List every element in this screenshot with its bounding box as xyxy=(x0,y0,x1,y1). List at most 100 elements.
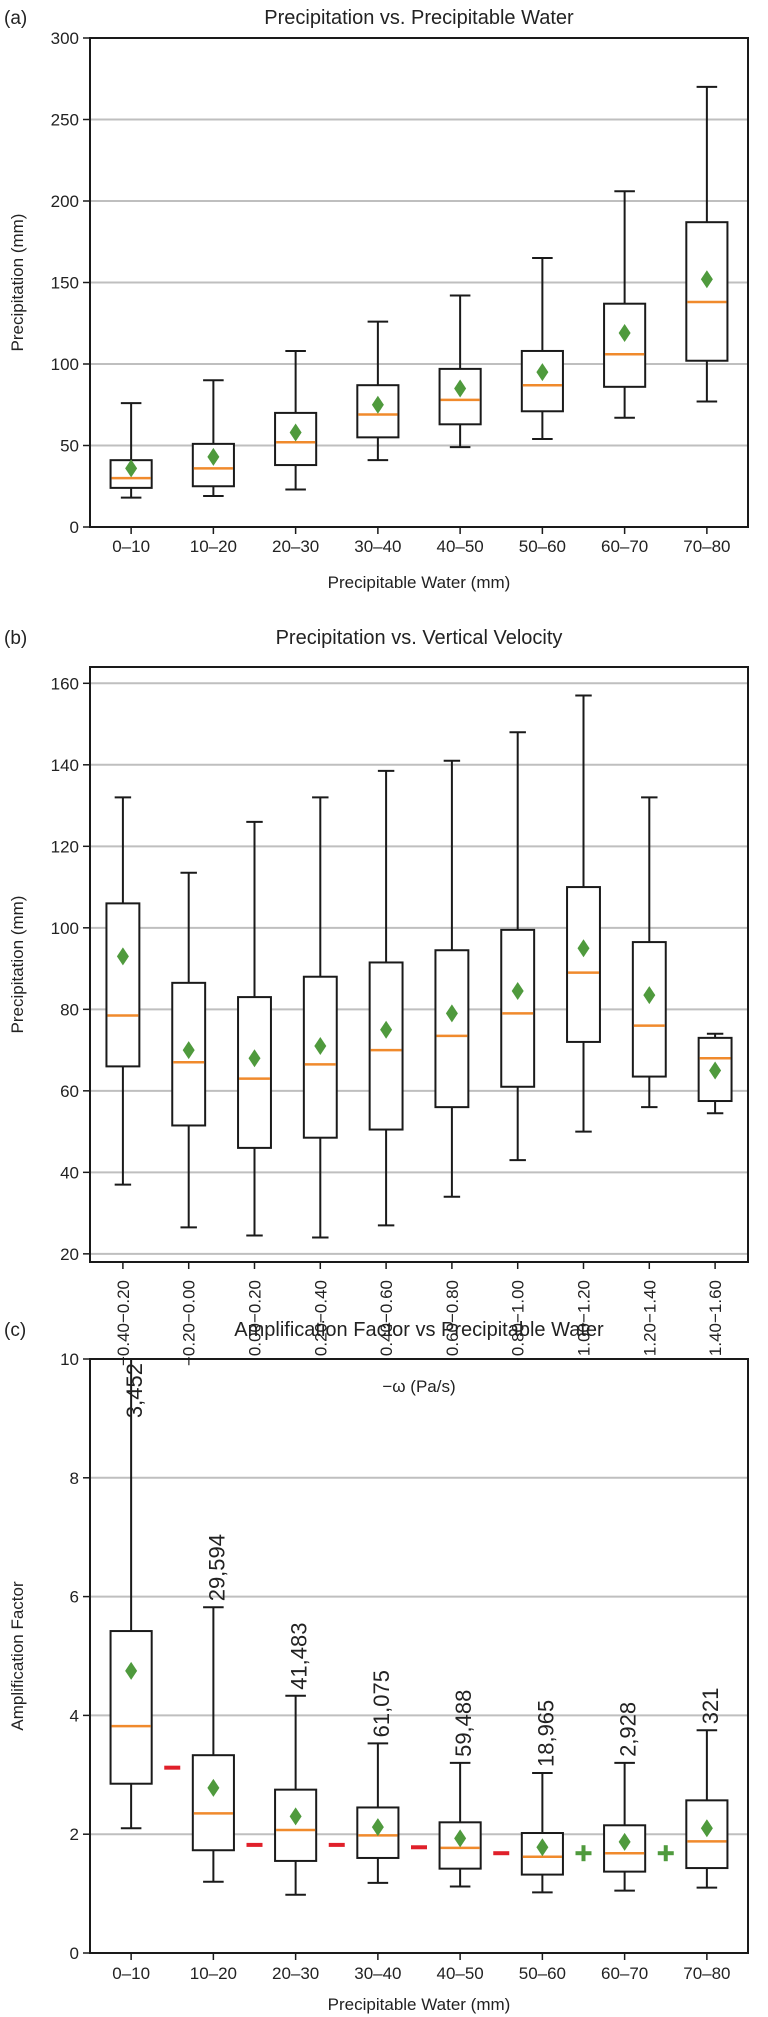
iqr-box xyxy=(685,221,729,362)
x-tick-label: 0.00−0.20 xyxy=(246,1280,265,1356)
x-tick-label: 60–70 xyxy=(601,1964,648,1983)
y-tick-label: 8 xyxy=(70,1469,79,1488)
x-tick-label: 1.20−1.40 xyxy=(640,1280,659,1356)
mean-marker xyxy=(618,324,631,343)
x-tick-label: 0.20−0.40 xyxy=(311,1280,330,1356)
x-tick-label: 10–20 xyxy=(190,537,237,556)
x-axis-label: Precipitable Water (mm) xyxy=(328,1995,511,2014)
chart-title: Precipitation vs. Precipitable Water xyxy=(264,7,574,29)
increase-marker-vertical xyxy=(663,1845,668,1862)
mean-marker xyxy=(618,1832,631,1851)
mean-marker xyxy=(454,1829,467,1848)
sample-count-label: 321 xyxy=(698,1688,723,1725)
mean-marker xyxy=(125,1661,138,1680)
iqr-box xyxy=(631,941,667,1078)
x-tick-label: 30–40 xyxy=(354,537,401,556)
x-tick-label: 20–30 xyxy=(272,537,319,556)
mean-marker xyxy=(577,939,590,958)
y-tick-label: 40 xyxy=(60,1163,79,1182)
x-tick-label: 10–20 xyxy=(190,1964,237,1983)
y-tick-label: 120 xyxy=(51,837,79,856)
box-2 xyxy=(171,871,207,1229)
sample-count-label: 2,928 xyxy=(616,1702,641,1757)
box-10 xyxy=(697,1032,733,1115)
x-tick-label: 40–50 xyxy=(436,1964,483,1983)
y-tick-label: 250 xyxy=(51,111,79,130)
box-8 xyxy=(685,1729,729,1889)
mean-marker xyxy=(116,947,129,966)
iqr-box xyxy=(368,961,404,1131)
box-6 xyxy=(520,257,564,440)
box-7 xyxy=(500,731,536,1162)
plot-frame xyxy=(89,1358,749,1954)
box-3 xyxy=(274,349,318,491)
mean-marker xyxy=(454,379,467,398)
box-4 xyxy=(356,320,400,462)
x-tick-label: −0.40−0.20 xyxy=(114,1280,133,1366)
decrease-marker xyxy=(246,1842,263,1847)
panel-label: (a) xyxy=(4,8,27,29)
y-tick-label: 4 xyxy=(70,1706,79,1725)
box-6 xyxy=(520,1772,564,1894)
panel-label: (c) xyxy=(4,1320,26,1341)
mean-marker xyxy=(700,1819,713,1838)
x-tick-label: 20–30 xyxy=(272,1964,319,1983)
iqr-box xyxy=(500,928,536,1088)
x-axis-label: Precipitable Water (mm) xyxy=(328,573,511,592)
x-tick-label: 0–10 xyxy=(112,1964,150,1983)
x-tick-label: 0–10 xyxy=(112,537,150,556)
iqr-box xyxy=(603,302,647,388)
mean-marker xyxy=(536,363,549,382)
x-tick-label: 50–60 xyxy=(519,537,566,556)
mean-marker xyxy=(371,1818,384,1837)
box-7 xyxy=(603,1761,647,1892)
y-tick-label: 0 xyxy=(70,518,79,537)
box-3 xyxy=(237,820,272,1237)
box-1 xyxy=(109,402,153,499)
x-axis-label: −ω (Pa/s) xyxy=(382,1377,455,1396)
iqr-box xyxy=(697,1036,733,1103)
box-4 xyxy=(302,796,338,1239)
y-tick-label: 50 xyxy=(60,437,79,456)
y-axis-label: Precipitation (mm) xyxy=(8,214,27,352)
panel-b: (b) Precipitation vs. Vertical Velocity 20… xyxy=(4,627,749,1396)
sample-count-label: 59,488 xyxy=(451,1690,476,1757)
mean-marker xyxy=(371,395,384,414)
y-tick-label: 300 xyxy=(51,29,79,48)
mean-marker xyxy=(182,1041,195,1060)
x-tick-label: 60–70 xyxy=(601,537,648,556)
y-tick-label: 0 xyxy=(70,1944,79,1963)
sample-count-label: 61,075 xyxy=(369,1670,394,1737)
mean-marker xyxy=(536,1838,549,1857)
x-tick-label: 70–80 xyxy=(683,537,730,556)
x-tick-label: 0.60−0.80 xyxy=(443,1280,462,1356)
x-tick-label: 0.80−1.00 xyxy=(509,1280,528,1356)
mean-marker xyxy=(445,1004,458,1023)
y-tick-label: 80 xyxy=(60,1000,79,1019)
y-tick-label: 160 xyxy=(51,674,79,693)
y-axis-label: Precipitation (mm) xyxy=(8,896,27,1034)
iqr-box xyxy=(109,1630,153,1785)
sample-count-label: 29,594 xyxy=(204,1534,229,1601)
box-8 xyxy=(685,85,729,403)
decrease-marker xyxy=(328,1842,345,1847)
iqr-box xyxy=(520,1832,564,1876)
chart-title: Amplification Factor vs Precipitable Wat… xyxy=(234,1319,604,1341)
mean-marker xyxy=(643,986,656,1005)
iqr-box xyxy=(566,886,601,1043)
box-8 xyxy=(566,694,601,1133)
mean-marker xyxy=(511,981,524,1000)
y-tick-label: 60 xyxy=(60,1082,79,1101)
mean-marker xyxy=(207,1778,220,1797)
sample-count-label: 41,483 xyxy=(287,1623,312,1690)
iqr-box xyxy=(434,949,470,1109)
box-1 xyxy=(109,1359,153,1830)
box-2 xyxy=(191,379,235,498)
y-axis-label: Amplification Factor xyxy=(8,1581,27,1731)
y-tick-label: 100 xyxy=(51,355,79,374)
chart-title: Precipitation vs. Vertical Velocity xyxy=(276,627,563,649)
x-tick-label: 70–80 xyxy=(683,1964,730,1983)
box-5 xyxy=(368,769,404,1227)
y-tick-label: 100 xyxy=(51,919,79,938)
